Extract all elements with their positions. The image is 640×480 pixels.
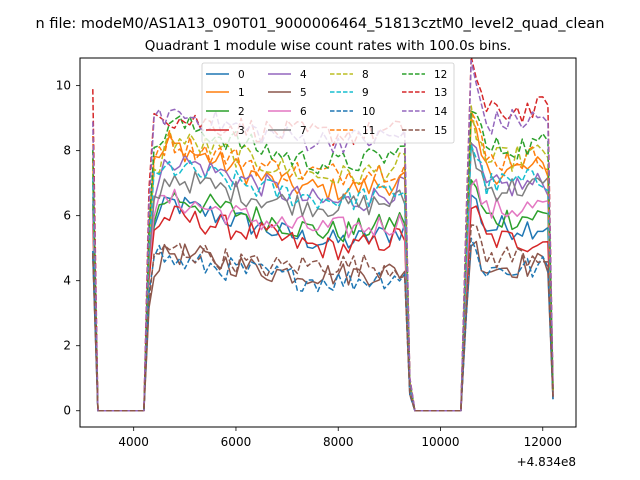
legend-label-5: 5 (300, 87, 307, 99)
y-axis: 0 2 4 6 8 10 (56, 79, 80, 418)
series-line-11 (92, 111, 554, 412)
y-tick-label: 2 (63, 339, 71, 353)
x-axis: 4000 6000 8000 10000 12000 +4.834e8 (118, 427, 576, 469)
legend-label-0: 0 (238, 69, 245, 81)
legend-label-10: 10 (362, 106, 375, 118)
series-line-10 (92, 237, 554, 412)
legend-label-8: 8 (362, 69, 369, 81)
series-line-9 (92, 144, 554, 412)
series-line-15 (92, 224, 554, 412)
legend-label-2: 2 (238, 106, 245, 118)
legend-label-14: 14 (434, 106, 448, 118)
y-tick-label: 4 (63, 274, 71, 288)
plot-frame (79, 57, 577, 428)
series-line-8 (92, 105, 554, 412)
y-tick-label: 6 (63, 209, 71, 223)
series-line-7 (92, 142, 554, 412)
legend-label-13: 13 (434, 87, 447, 99)
series-line-3 (92, 205, 554, 412)
legend-label-3: 3 (238, 125, 245, 137)
x-tick-label: 12000 (524, 435, 562, 449)
legend-frame (201, 62, 455, 144)
x-tick-label: 8000 (323, 435, 354, 449)
x-tick-label: 4000 (118, 435, 149, 449)
series-line-2 (92, 179, 554, 412)
chart-title: Quadrant 1 module wise count rates with … (145, 38, 511, 54)
legend-label-9: 9 (362, 87, 369, 99)
figure-suptitle: n file: modeM0/AS1A13_090T01_9000006464_… (36, 16, 605, 32)
series-line-5 (92, 240, 554, 412)
legend-label-7: 7 (300, 125, 307, 137)
legend-label-1: 1 (238, 87, 245, 99)
legend-label-15: 15 (434, 125, 447, 137)
series-line-1 (92, 117, 554, 412)
x-offset-label: +4.834e8 (517, 455, 576, 469)
series-line-6 (92, 178, 554, 412)
legend-label-11: 11 (362, 125, 375, 137)
y-tick-label: 0 (63, 404, 71, 418)
y-tick-label: 10 (56, 79, 71, 93)
series-layer (92, 58, 554, 412)
legend-label-6: 6 (300, 106, 307, 118)
y-tick-label: 8 (63, 144, 71, 158)
legend-label-4: 4 (300, 69, 307, 81)
x-tick-label: 6000 (221, 435, 252, 449)
series-line-12 (92, 110, 554, 412)
series-line-4 (92, 142, 554, 412)
series-line-0 (92, 194, 554, 412)
x-tick-label: 10000 (421, 435, 459, 449)
legend-label-12: 12 (434, 69, 447, 81)
